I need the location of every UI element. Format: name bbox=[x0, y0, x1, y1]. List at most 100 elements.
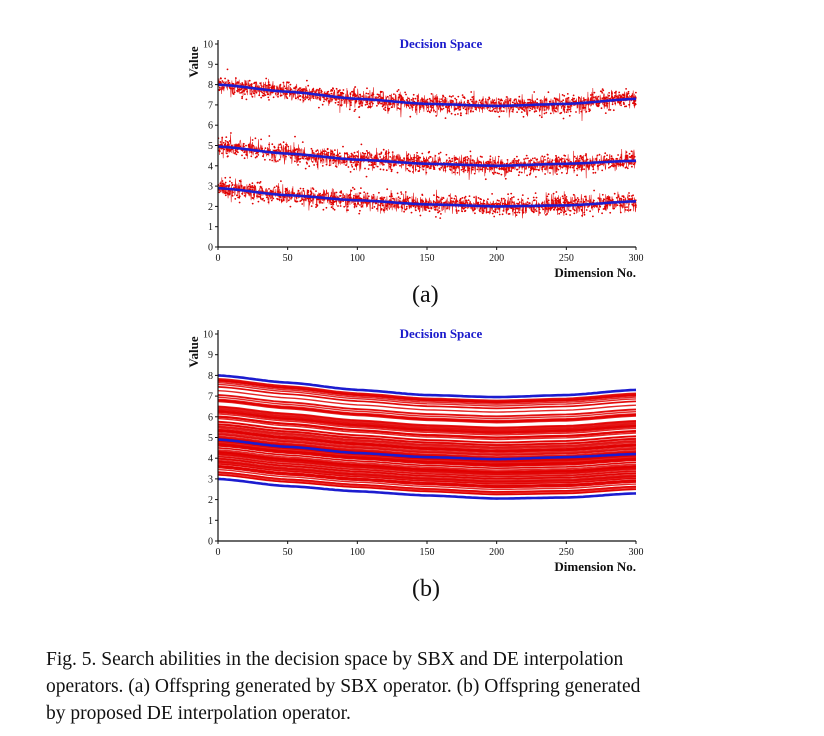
panel-a-offspring-point bbox=[312, 97, 315, 100]
panel-a-offspring-point bbox=[432, 165, 435, 168]
panel-a-offspring-point bbox=[464, 158, 467, 161]
panel-a-offspring-point bbox=[556, 173, 558, 176]
panel-a-offspring-point bbox=[253, 81, 256, 84]
panel-a-offspring-point bbox=[549, 209, 552, 211]
panel-a-offspring-point bbox=[564, 194, 566, 197]
panel-a-offspring-point bbox=[226, 141, 229, 143]
panel-a-offspring-point bbox=[299, 98, 302, 101]
panel-a-offspring-point bbox=[360, 187, 362, 190]
panel-a-offspring-point bbox=[359, 192, 362, 195]
panel-a-offspring-point bbox=[393, 204, 396, 207]
panel-b-y-tick-label: 2 bbox=[208, 495, 213, 506]
panel-a-offspring-point bbox=[500, 110, 503, 112]
panel-a-offspring-point bbox=[261, 190, 264, 193]
panel-a-offspring-point bbox=[603, 103, 605, 106]
panel-a-offspring-point bbox=[567, 96, 570, 99]
panel-a-offspring-point bbox=[365, 92, 368, 95]
panel-a-offspring-point bbox=[509, 98, 512, 100]
panel-a-offspring-point bbox=[359, 102, 361, 105]
panel-a-offspring-point bbox=[310, 147, 313, 150]
panel-a-offspring-point bbox=[354, 101, 357, 103]
panel-a-offspring-point bbox=[460, 169, 463, 171]
panel-a-offspring-point bbox=[331, 98, 334, 101]
panel-a-offspring-point bbox=[285, 146, 287, 148]
panel-a-offspring-point bbox=[371, 207, 374, 210]
panel-b-y-tick-label: 9 bbox=[208, 350, 213, 361]
panel-a-offspring-point bbox=[265, 77, 268, 80]
panel-a-offspring-point bbox=[353, 110, 356, 112]
panel-a-offspring-point bbox=[285, 155, 287, 158]
panel-a-offspring-point bbox=[563, 160, 566, 163]
panel-a-offspring-point bbox=[384, 153, 387, 156]
panel-a-offspring-point bbox=[293, 149, 296, 152]
panel-a-offspring-point bbox=[501, 168, 504, 170]
panel-a-offspring-point bbox=[307, 191, 310, 194]
panel-a-offspring-point bbox=[250, 83, 252, 86]
panel-a-offspring-point bbox=[393, 93, 395, 96]
panel-b-offspring-curve bbox=[217, 421, 637, 444]
panel-a-offspring-point bbox=[289, 157, 292, 159]
panel-a-offspring-point bbox=[498, 107, 501, 110]
panel-a-offspring-point bbox=[612, 158, 615, 161]
panel-a-offspring-point bbox=[551, 199, 553, 202]
panel-a-offspring-point bbox=[301, 141, 304, 144]
panel-a-offspring-point bbox=[585, 110, 588, 113]
panel-a-offspring-point bbox=[497, 155, 500, 158]
panel-a-offspring-point bbox=[319, 192, 321, 195]
panel-a-offspring-point bbox=[588, 110, 591, 113]
panel-a-offspring-point bbox=[481, 107, 483, 110]
panel-a-offspring-point bbox=[226, 152, 228, 155]
panel-a-offspring-point bbox=[361, 95, 364, 98]
panel-a-offspring-point bbox=[253, 193, 255, 196]
panel-a-offspring-point bbox=[530, 208, 533, 211]
panel-a-offspring-point bbox=[328, 100, 331, 103]
panel-a-offspring-point bbox=[541, 167, 543, 169]
panel-a-offspring-point bbox=[444, 166, 446, 169]
panel-a-offspring-point bbox=[606, 154, 608, 157]
panel-a-offspring-point bbox=[248, 146, 251, 148]
panel-a-offspring-point bbox=[378, 101, 381, 104]
panel-a-offspring-point bbox=[565, 101, 568, 103]
panel-a-offspring-point bbox=[463, 96, 466, 98]
panel-a-offspring-point bbox=[609, 97, 611, 100]
panel-a-offspring-point bbox=[389, 199, 391, 202]
panel-a-offspring-point bbox=[514, 211, 516, 214]
panel-a-offspring-point bbox=[630, 150, 633, 153]
panel-a-offspring-point bbox=[468, 167, 471, 170]
panel-a-offspring-point bbox=[589, 160, 592, 162]
panel-a-offspring-point bbox=[396, 192, 399, 195]
panel-a-offspring-point bbox=[479, 198, 482, 200]
panel-a-offspring-point bbox=[349, 93, 352, 96]
panel-a-offspring-point bbox=[378, 191, 380, 194]
panel-a-offspring-point bbox=[539, 212, 541, 214]
panel-a-offspring-point bbox=[502, 210, 505, 212]
panel-a-offspring-point bbox=[380, 151, 383, 154]
panel-a-offspring-point bbox=[273, 186, 276, 189]
panel-a-offspring-point bbox=[438, 167, 441, 170]
panel-a-offspring-point bbox=[518, 171, 521, 174]
panel-a-offspring-point bbox=[407, 97, 410, 100]
panel-a-offspring-point bbox=[459, 201, 462, 204]
panel-a-offspring-point bbox=[401, 159, 403, 161]
panel-a-offspring-point bbox=[448, 110, 451, 113]
panel-a-offspring-point bbox=[583, 211, 586, 214]
panel-a-offspring-point bbox=[599, 205, 601, 208]
panel-a-offspring-point bbox=[277, 95, 279, 98]
panel-a-offspring-point bbox=[608, 196, 610, 199]
panel-a-offspring-point bbox=[255, 91, 258, 94]
panel-a-label: (a) bbox=[412, 282, 439, 308]
panel-a-offspring-point bbox=[364, 201, 367, 204]
panel-a-offspring-point bbox=[487, 106, 489, 109]
panel-a-offspring-point bbox=[578, 96, 580, 99]
panel-a-offspring-point bbox=[387, 152, 390, 155]
panel-a-offspring-point bbox=[628, 152, 631, 155]
panel-a-offspring-point bbox=[511, 110, 514, 113]
panel-a-offspring-point bbox=[429, 155, 431, 158]
panel-a-offspring-point bbox=[248, 185, 250, 188]
panel-b-offspring-curve bbox=[217, 416, 637, 439]
panel-a-offspring-point bbox=[615, 157, 618, 160]
panel-a-offspring-point bbox=[505, 101, 507, 103]
panel-a-offspring-point bbox=[312, 152, 315, 154]
panel-b-label: (b) bbox=[412, 576, 440, 602]
panel-a-offspring-point bbox=[405, 99, 408, 101]
